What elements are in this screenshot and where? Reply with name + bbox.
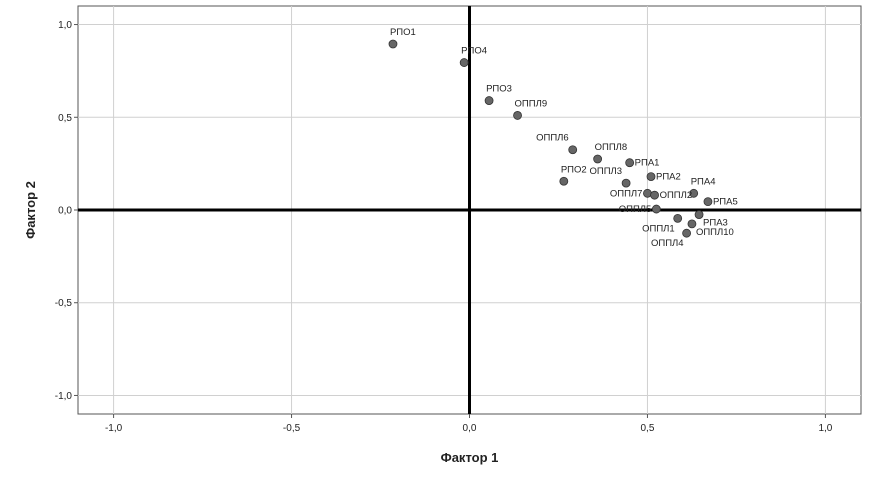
data-point-label: РПО3 — [486, 84, 512, 95]
data-point — [484, 96, 494, 105]
data-point-label: РПА5 — [713, 197, 738, 208]
data-point-label: ОППЛ3 — [590, 166, 623, 177]
x-axis-title: Фактор 1 — [441, 450, 499, 465]
data-point-label: ОППЛ7 — [610, 188, 643, 199]
data-point — [625, 158, 635, 168]
data-point-label: РПО2 — [561, 164, 587, 175]
data-point — [646, 172, 656, 182]
data-point — [593, 154, 603, 164]
y-axis-title: Фактор 2 — [23, 181, 38, 239]
data-point — [621, 178, 631, 188]
x-tick-label: 0,5 — [641, 423, 655, 434]
x-tick-label: -1,0 — [105, 423, 123, 434]
data-points — [388, 39, 713, 238]
data-point — [459, 58, 469, 67]
data-point — [703, 197, 713, 207]
axes — [78, 6, 861, 414]
data-point — [694, 210, 704, 220]
y-tick-label: 0,5 — [58, 113, 72, 124]
y-tick-label: 0,0 — [58, 206, 72, 217]
data-point-label: ОППЛ6 — [536, 133, 569, 144]
data-point-label: ОППЛ8 — [595, 142, 628, 153]
data-point-label: РПА4 — [691, 176, 716, 187]
x-tick-label: 0,0 — [463, 423, 477, 434]
data-point — [650, 190, 659, 200]
data-point-label: ОППЛ9 — [515, 98, 548, 109]
data-point — [643, 188, 652, 198]
data-point — [568, 145, 578, 155]
data-point-label: РПО4 — [461, 46, 487, 57]
data-point-label: ОППЛ2 — [660, 190, 693, 201]
tick-labels: -1,0 -0,5 0,0 0,5 1,0 -1,0 -0,5 0,0 0,5 1,0 — [55, 20, 833, 434]
data-point — [651, 204, 661, 214]
data-point — [682, 228, 692, 238]
data-point-label: ОППЛ1 — [642, 223, 675, 234]
y-tick-label: 1,0 — [58, 20, 72, 31]
x-tick-label: 1,0 — [818, 423, 832, 434]
data-point — [687, 219, 697, 229]
data-point-label: РПА3 — [703, 218, 728, 229]
x-tick-label: -0,5 — [283, 423, 301, 434]
data-point — [388, 39, 398, 49]
data-point-label: ОППЛ4 — [651, 238, 684, 249]
y-tick-label: -0,5 — [55, 298, 73, 309]
data-point-label: РПО1 — [390, 27, 416, 38]
data-point — [689, 188, 699, 198]
data-point-label: ОППЛ5 — [619, 204, 652, 215]
y-tick-label: -1,0 — [55, 391, 73, 402]
data-point-label: РПА2 — [656, 172, 681, 183]
data-point — [673, 213, 683, 223]
data-point — [559, 176, 569, 186]
data-point-label: РПА1 — [635, 158, 660, 169]
data-point-label: ОППЛ10 — [696, 227, 734, 238]
data-point — [513, 111, 522, 120]
